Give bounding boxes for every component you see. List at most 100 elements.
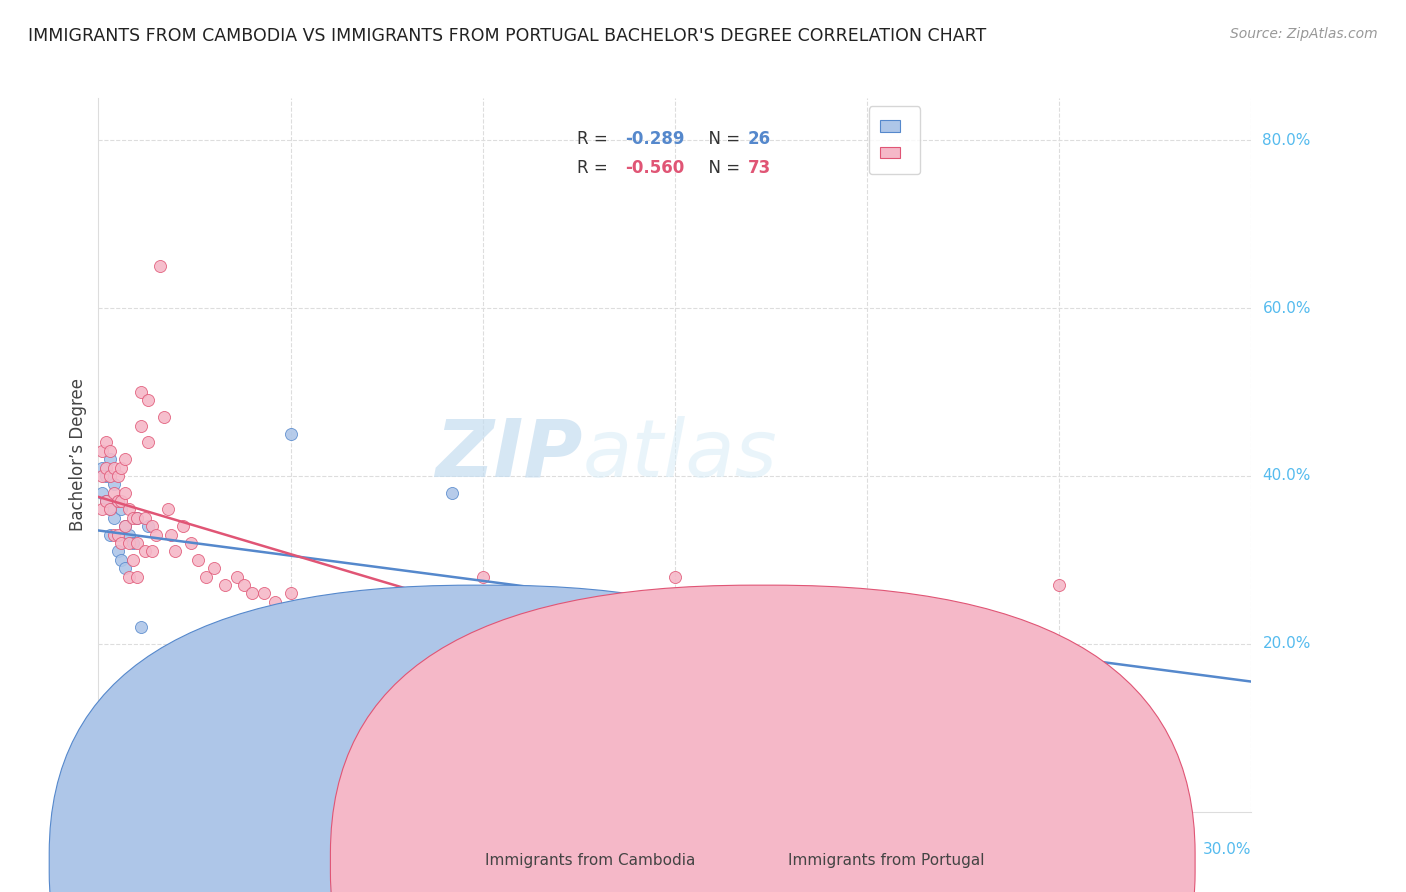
Point — [160, 527, 183, 541]
Point — [225, 569, 247, 583]
Text: Immigrants from Portugal: Immigrants from Portugal — [787, 854, 984, 868]
Point — [107, 494, 129, 508]
Point — [138, 519, 160, 533]
Y-axis label: Bachelor’s Degree: Bachelor’s Degree — [69, 378, 87, 532]
Point — [195, 569, 218, 583]
Point — [114, 561, 136, 575]
Point — [103, 460, 125, 475]
Point — [125, 511, 148, 525]
Point — [817, 738, 839, 752]
Point — [741, 712, 763, 726]
Point — [298, 603, 321, 617]
Point — [626, 704, 648, 718]
Text: R =: R = — [576, 130, 613, 148]
Point — [94, 494, 117, 508]
Text: ZIP: ZIP — [436, 416, 582, 494]
Point — [107, 544, 129, 558]
Point — [702, 696, 724, 710]
Point — [337, 645, 360, 659]
Point — [134, 662, 156, 676]
Point — [138, 435, 160, 450]
Point — [134, 544, 156, 558]
Point — [98, 527, 121, 541]
Point — [91, 502, 114, 516]
Point — [1010, 696, 1032, 710]
Point — [134, 511, 156, 525]
Text: -0.289: -0.289 — [626, 130, 685, 148]
Point — [107, 527, 129, 541]
Point — [141, 519, 163, 533]
Point — [1125, 763, 1147, 777]
Point — [129, 384, 152, 399]
Text: Source: ZipAtlas.com: Source: ZipAtlas.com — [1230, 27, 1378, 41]
Point — [103, 511, 125, 525]
Point — [433, 637, 456, 651]
Point — [172, 519, 194, 533]
Point — [94, 460, 117, 475]
Point — [110, 502, 132, 516]
Point — [94, 469, 117, 483]
Point — [129, 418, 152, 433]
Point — [253, 586, 276, 600]
Point — [114, 519, 136, 533]
Point — [110, 460, 132, 475]
Text: IMMIGRANTS FROM CAMBODIA VS IMMIGRANTS FROM PORTUGAL BACHELOR'S DEGREE CORRELATI: IMMIGRANTS FROM CAMBODIA VS IMMIGRANTS F… — [28, 27, 987, 45]
Point — [214, 578, 236, 592]
Point — [122, 536, 145, 550]
Point — [240, 586, 263, 600]
Text: -0.560: -0.560 — [626, 159, 685, 177]
Point — [118, 527, 141, 541]
Point — [156, 502, 179, 516]
Point — [110, 536, 132, 550]
Point — [98, 502, 121, 516]
Point — [510, 662, 533, 676]
Text: 0.0%: 0.0% — [98, 842, 138, 857]
Point — [122, 553, 145, 567]
Point — [440, 485, 463, 500]
Point — [152, 410, 174, 425]
Point — [98, 452, 121, 467]
Point — [165, 544, 187, 558]
Point — [118, 502, 141, 516]
Point — [103, 477, 125, 491]
Point — [98, 502, 121, 516]
Text: N =: N = — [697, 130, 745, 148]
Point — [471, 569, 494, 583]
Point — [280, 426, 302, 441]
Text: 60.0%: 60.0% — [1263, 301, 1310, 316]
Point — [91, 443, 114, 458]
Point — [125, 511, 148, 525]
Text: 20.0%: 20.0% — [1263, 636, 1310, 651]
Point — [149, 259, 172, 273]
Point — [94, 435, 117, 450]
Point — [280, 586, 302, 600]
Point — [107, 494, 129, 508]
Text: 73: 73 — [748, 159, 770, 177]
Point — [145, 527, 167, 541]
Point — [91, 460, 114, 475]
Point — [114, 519, 136, 533]
Point — [1047, 578, 1070, 592]
Point — [94, 494, 117, 508]
Point — [129, 620, 152, 634]
Text: atlas: atlas — [582, 416, 778, 494]
Point — [138, 393, 160, 408]
Text: Immigrants from Cambodia: Immigrants from Cambodia — [485, 854, 696, 868]
Point — [180, 536, 202, 550]
Point — [318, 637, 340, 651]
Point — [118, 536, 141, 550]
Point — [110, 494, 132, 508]
Point — [548, 679, 571, 693]
Legend: , : , — [869, 106, 920, 174]
Text: R =: R = — [576, 159, 613, 177]
Point — [98, 443, 121, 458]
Point — [471, 612, 494, 626]
Point — [107, 469, 129, 483]
Point — [187, 553, 209, 567]
Point — [118, 569, 141, 583]
Point — [233, 578, 256, 592]
Point — [741, 696, 763, 710]
Point — [114, 452, 136, 467]
Point — [141, 544, 163, 558]
Point — [395, 654, 418, 668]
